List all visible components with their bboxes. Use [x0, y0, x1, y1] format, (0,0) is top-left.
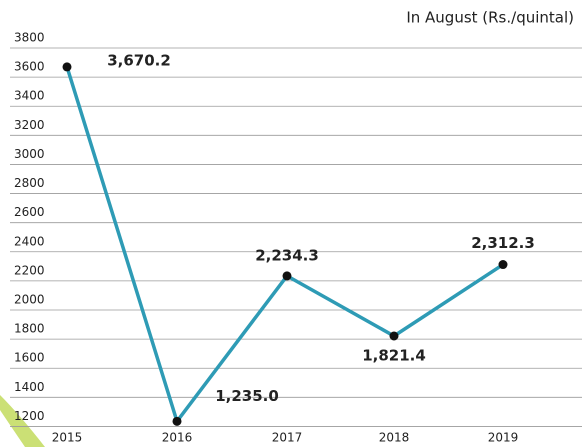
x-tick-label: 2016	[162, 431, 193, 445]
data-label: 3,670.2	[107, 51, 171, 69]
data-label: 2,234.3	[255, 246, 319, 264]
y-tick-label: 2400	[14, 234, 45, 248]
y-tick-label: 1800	[14, 322, 45, 336]
x-tick-label: 2019	[488, 431, 519, 445]
y-tick-label: 2800	[14, 176, 45, 190]
point	[282, 271, 292, 281]
y-tick-label: 1200	[14, 409, 45, 423]
chart-subtitle: In August (Rs./quintal)	[406, 9, 574, 27]
y-tick-label: 3400	[14, 89, 45, 103]
data-label: 1,821.4	[362, 346, 426, 364]
y-tick-label: 3000	[14, 147, 45, 161]
point	[62, 62, 72, 72]
x-tick-label: 2015	[52, 431, 83, 445]
x-tick-label: 2018	[379, 431, 410, 445]
y-tick-label: 1400	[14, 380, 45, 394]
decoration	[0, 395, 45, 447]
y-tick-label: 2200	[14, 263, 45, 277]
y-tick-label: 2600	[14, 205, 45, 219]
x-tick-label: 2017	[272, 431, 303, 445]
data-label: 2,312.3	[471, 234, 535, 252]
point	[498, 260, 508, 270]
y-tick-label: 3600	[14, 60, 45, 74]
y-tick-label: 3800	[14, 31, 45, 45]
point	[389, 331, 399, 341]
y-tick-label: 3200	[14, 118, 45, 132]
y-tick-label: 2000	[14, 293, 45, 307]
data-label: 1,235.0	[215, 387, 279, 405]
point	[172, 416, 182, 426]
y-tick-label: 1600	[14, 351, 45, 365]
